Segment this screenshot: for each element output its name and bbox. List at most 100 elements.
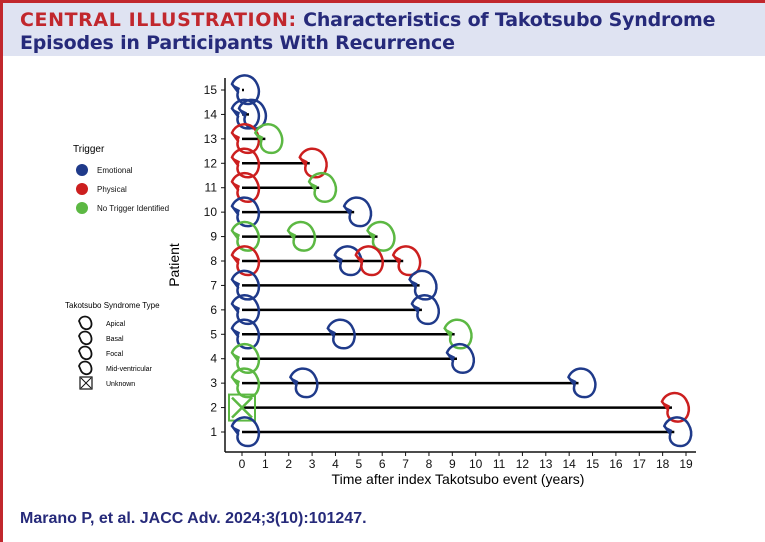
episode-marker [391, 245, 422, 277]
x-tick-label: 11 [493, 457, 506, 471]
episode-marker [230, 318, 260, 350]
legend-type-icon [78, 315, 93, 331]
legend-type-label: Apical [106, 321, 126, 328]
x-tick-label: 18 [656, 457, 670, 471]
episode-marker-wall [409, 279, 418, 290]
episode-marker-wall [232, 132, 240, 143]
title-rest: Characteristics of Takotsubo Syndrome Ep… [20, 9, 716, 54]
title-lead: CENTRAL ILLUSTRATION: [20, 9, 297, 31]
legend-trigger-label: Emotional [97, 166, 133, 175]
x-tick-label: 10 [469, 457, 483, 471]
episode-marker-wall [355, 255, 364, 265]
legend-type-icon [78, 345, 93, 361]
episode-marker [230, 220, 260, 252]
episode-marker [298, 147, 328, 179]
episode-marker-wall [327, 328, 336, 339]
x-tick-label: 19 [679, 457, 693, 471]
episode-marker [326, 318, 356, 350]
y-tick-label: 13 [204, 132, 218, 146]
episode-marker-wall [255, 132, 264, 143]
y-tick-label: 8 [210, 254, 217, 268]
x-tick-label: 1 [262, 457, 269, 471]
x-tick-label: 7 [402, 457, 409, 471]
x-tick-label: 3 [309, 457, 316, 471]
episode-marker-wall [444, 328, 453, 339]
episode-marker [230, 98, 260, 130]
episode-marker-wall [367, 230, 376, 241]
episode-marker [354, 245, 384, 277]
episode-marker-wall [568, 377, 577, 388]
y-tick-label: 1 [210, 425, 217, 439]
legend-type-title: Takotsubo Syndrome Type [65, 301, 160, 310]
x-tick-label: 8 [426, 457, 433, 471]
episode-marker-wall [446, 352, 455, 363]
y-tick-label: 2 [210, 401, 217, 415]
episode-marker [230, 269, 260, 301]
legend-unknown-x [80, 377, 92, 389]
episode-marker-wall [232, 328, 240, 339]
episode-marker-wall [232, 181, 240, 192]
episode-marker [230, 342, 260, 374]
episode-marker-wall [232, 157, 240, 168]
x-tick-label: 5 [355, 457, 362, 471]
legend-trigger-label: Physical [97, 185, 127, 194]
episode-marker-wall [232, 377, 240, 388]
y-tick-label: 14 [204, 107, 218, 121]
episode-marker [230, 147, 260, 179]
episode-marker-wall [232, 108, 240, 119]
x-tick-label: 13 [539, 457, 553, 471]
legend-type-label: Mid-ventricular [106, 366, 153, 373]
episode-marker [662, 416, 693, 448]
episode-marker-wall [309, 181, 318, 192]
episode-marker-wall [344, 206, 353, 217]
y-tick-label: 3 [210, 376, 217, 390]
legend-trigger-swatch [76, 202, 88, 214]
episode-marker-wall [232, 84, 240, 94]
episode-marker-wall [661, 401, 670, 412]
episode-marker [408, 269, 438, 301]
episode-marker [253, 123, 284, 155]
citation: Marano P, et al. JACC Adv. 2024;3(10):10… [20, 510, 367, 527]
episode-marker-wall [232, 426, 240, 436]
legend-trigger-label: No Trigger Identified [97, 204, 169, 213]
header-band: CENTRAL ILLUSTRATION: Characteristics of… [3, 3, 765, 56]
x-axis-label: Time after index Takotsubo event (years) [332, 471, 585, 487]
episode-marker-wall [411, 303, 420, 314]
episode-marker [443, 318, 473, 350]
x-tick-label: 0 [239, 457, 246, 471]
episode-marker-wall [232, 279, 240, 290]
episode-marker-wall [239, 108, 248, 119]
legend-type-icon [78, 360, 93, 376]
episode-marker [288, 367, 319, 399]
legend-type-label: Unknown [106, 381, 135, 388]
episode-marker [333, 245, 363, 277]
y-tick-label: 12 [204, 156, 218, 170]
episode-marker [230, 245, 260, 277]
episode-marker [230, 171, 260, 203]
episode-marker [230, 416, 260, 448]
y-axis-label: Patient [166, 243, 182, 287]
episode-marker [230, 196, 260, 228]
legend-type-icon [78, 330, 93, 346]
x-tick-label: 15 [586, 457, 600, 471]
episode-marker [342, 196, 373, 228]
episode-marker-wall [288, 230, 297, 241]
episode-marker-wall [299, 157, 308, 168]
episode-marker [230, 367, 260, 399]
episode-marker [230, 123, 260, 155]
x-tick-label: 2 [285, 457, 292, 471]
episode-marker [230, 74, 260, 106]
episode-marker [286, 220, 317, 252]
y-tick-label: 6 [210, 303, 217, 317]
chart: 0 1 2 3 4 5 6 7 8 9 10 11 12 13 14 15 16 17 18 191234567891… [65, 74, 696, 487]
episode-marker-wall [232, 352, 240, 363]
x-tick-label: 6 [379, 457, 386, 471]
x-tick-label: 9 [449, 457, 456, 471]
x-tick-label: 12 [516, 457, 530, 471]
y-tick-label: 7 [210, 278, 217, 292]
episode-marker [410, 294, 440, 326]
episode-marker [567, 367, 597, 399]
y-tick-label: 5 [210, 327, 217, 341]
legend-type-label: Focal [106, 351, 124, 358]
